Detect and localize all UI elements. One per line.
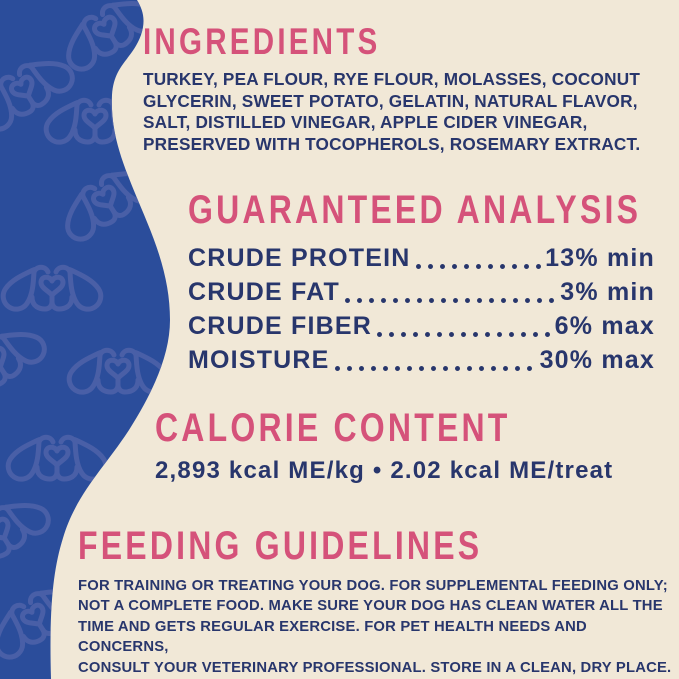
feeding-guidelines-title: FEEDING GUIDELINES	[78, 524, 483, 568]
calorie-content-section: CALORIE CONTENT 2,893 kcal ME/kg • 2.02 …	[155, 404, 667, 486]
guaranteed-analysis-table: CRUDE PROTEIN 13% min CRUDE FAT 3% min C…	[188, 242, 655, 378]
dot-leader	[345, 298, 558, 303]
dot-leader	[334, 366, 537, 371]
analysis-row: CRUDE FAT 3% min	[188, 276, 655, 310]
dot-leader	[377, 332, 552, 337]
guaranteed-analysis-title: GUARANTEED ANALYSIS	[188, 188, 642, 232]
calorie-content-text: 2,893 kcal ME/kg • 2.02 kcal ME/treat	[155, 457, 614, 484]
calorie-content-title: CALORIE CONTENT	[155, 406, 511, 450]
analysis-row: CRUDE FIBER 6% max	[188, 310, 655, 344]
ingredients-text: TURKEY, PEA FLOUR, RYE FLOUR, MOLASSES, …	[143, 69, 641, 154]
ingredients-section: INGREDIENTS TURKEY, PEA FLOUR, RYE FLOUR…	[143, 20, 665, 155]
dot-leader	[415, 264, 543, 269]
analysis-row: CRUDE PROTEIN 13% min	[188, 242, 655, 276]
analysis-label: CRUDE FIBER	[188, 312, 373, 340]
ingredients-title: INGREDIENTS	[143, 21, 381, 62]
feeding-guidelines-text: FOR TRAINING OR TREATING YOUR DOG. FOR S…	[78, 578, 672, 676]
analysis-value: 13% min	[545, 244, 655, 272]
analysis-value: 3% min	[560, 278, 655, 306]
guaranteed-analysis-section: GUARANTEED ANALYSIS CRUDE PROTEIN 13% mi…	[188, 186, 655, 378]
analysis-label: CRUDE PROTEIN	[188, 244, 411, 272]
analysis-label: MOISTURE	[188, 346, 330, 374]
analysis-row: MOISTURE 30% max	[188, 344, 655, 378]
analysis-value: 6% max	[554, 312, 655, 340]
feeding-guidelines-section: FEEDING GUIDELINES FOR TRAINING OR TREAT…	[78, 522, 678, 679]
analysis-value: 30% max	[539, 346, 655, 374]
analysis-label: CRUDE FAT	[188, 278, 340, 306]
